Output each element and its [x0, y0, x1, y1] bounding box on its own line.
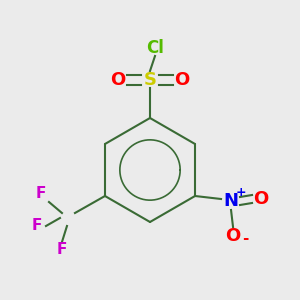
Text: O: O [110, 71, 126, 89]
Text: O: O [225, 227, 241, 245]
Text: O: O [174, 71, 190, 89]
Text: -: - [242, 230, 248, 245]
Text: N: N [224, 192, 238, 210]
Text: F: F [36, 187, 46, 202]
Text: Cl: Cl [146, 39, 164, 57]
Text: S: S [143, 71, 157, 89]
Text: F: F [32, 218, 42, 233]
Text: O: O [254, 190, 269, 208]
Text: +: + [236, 187, 246, 200]
Text: F: F [57, 242, 67, 257]
